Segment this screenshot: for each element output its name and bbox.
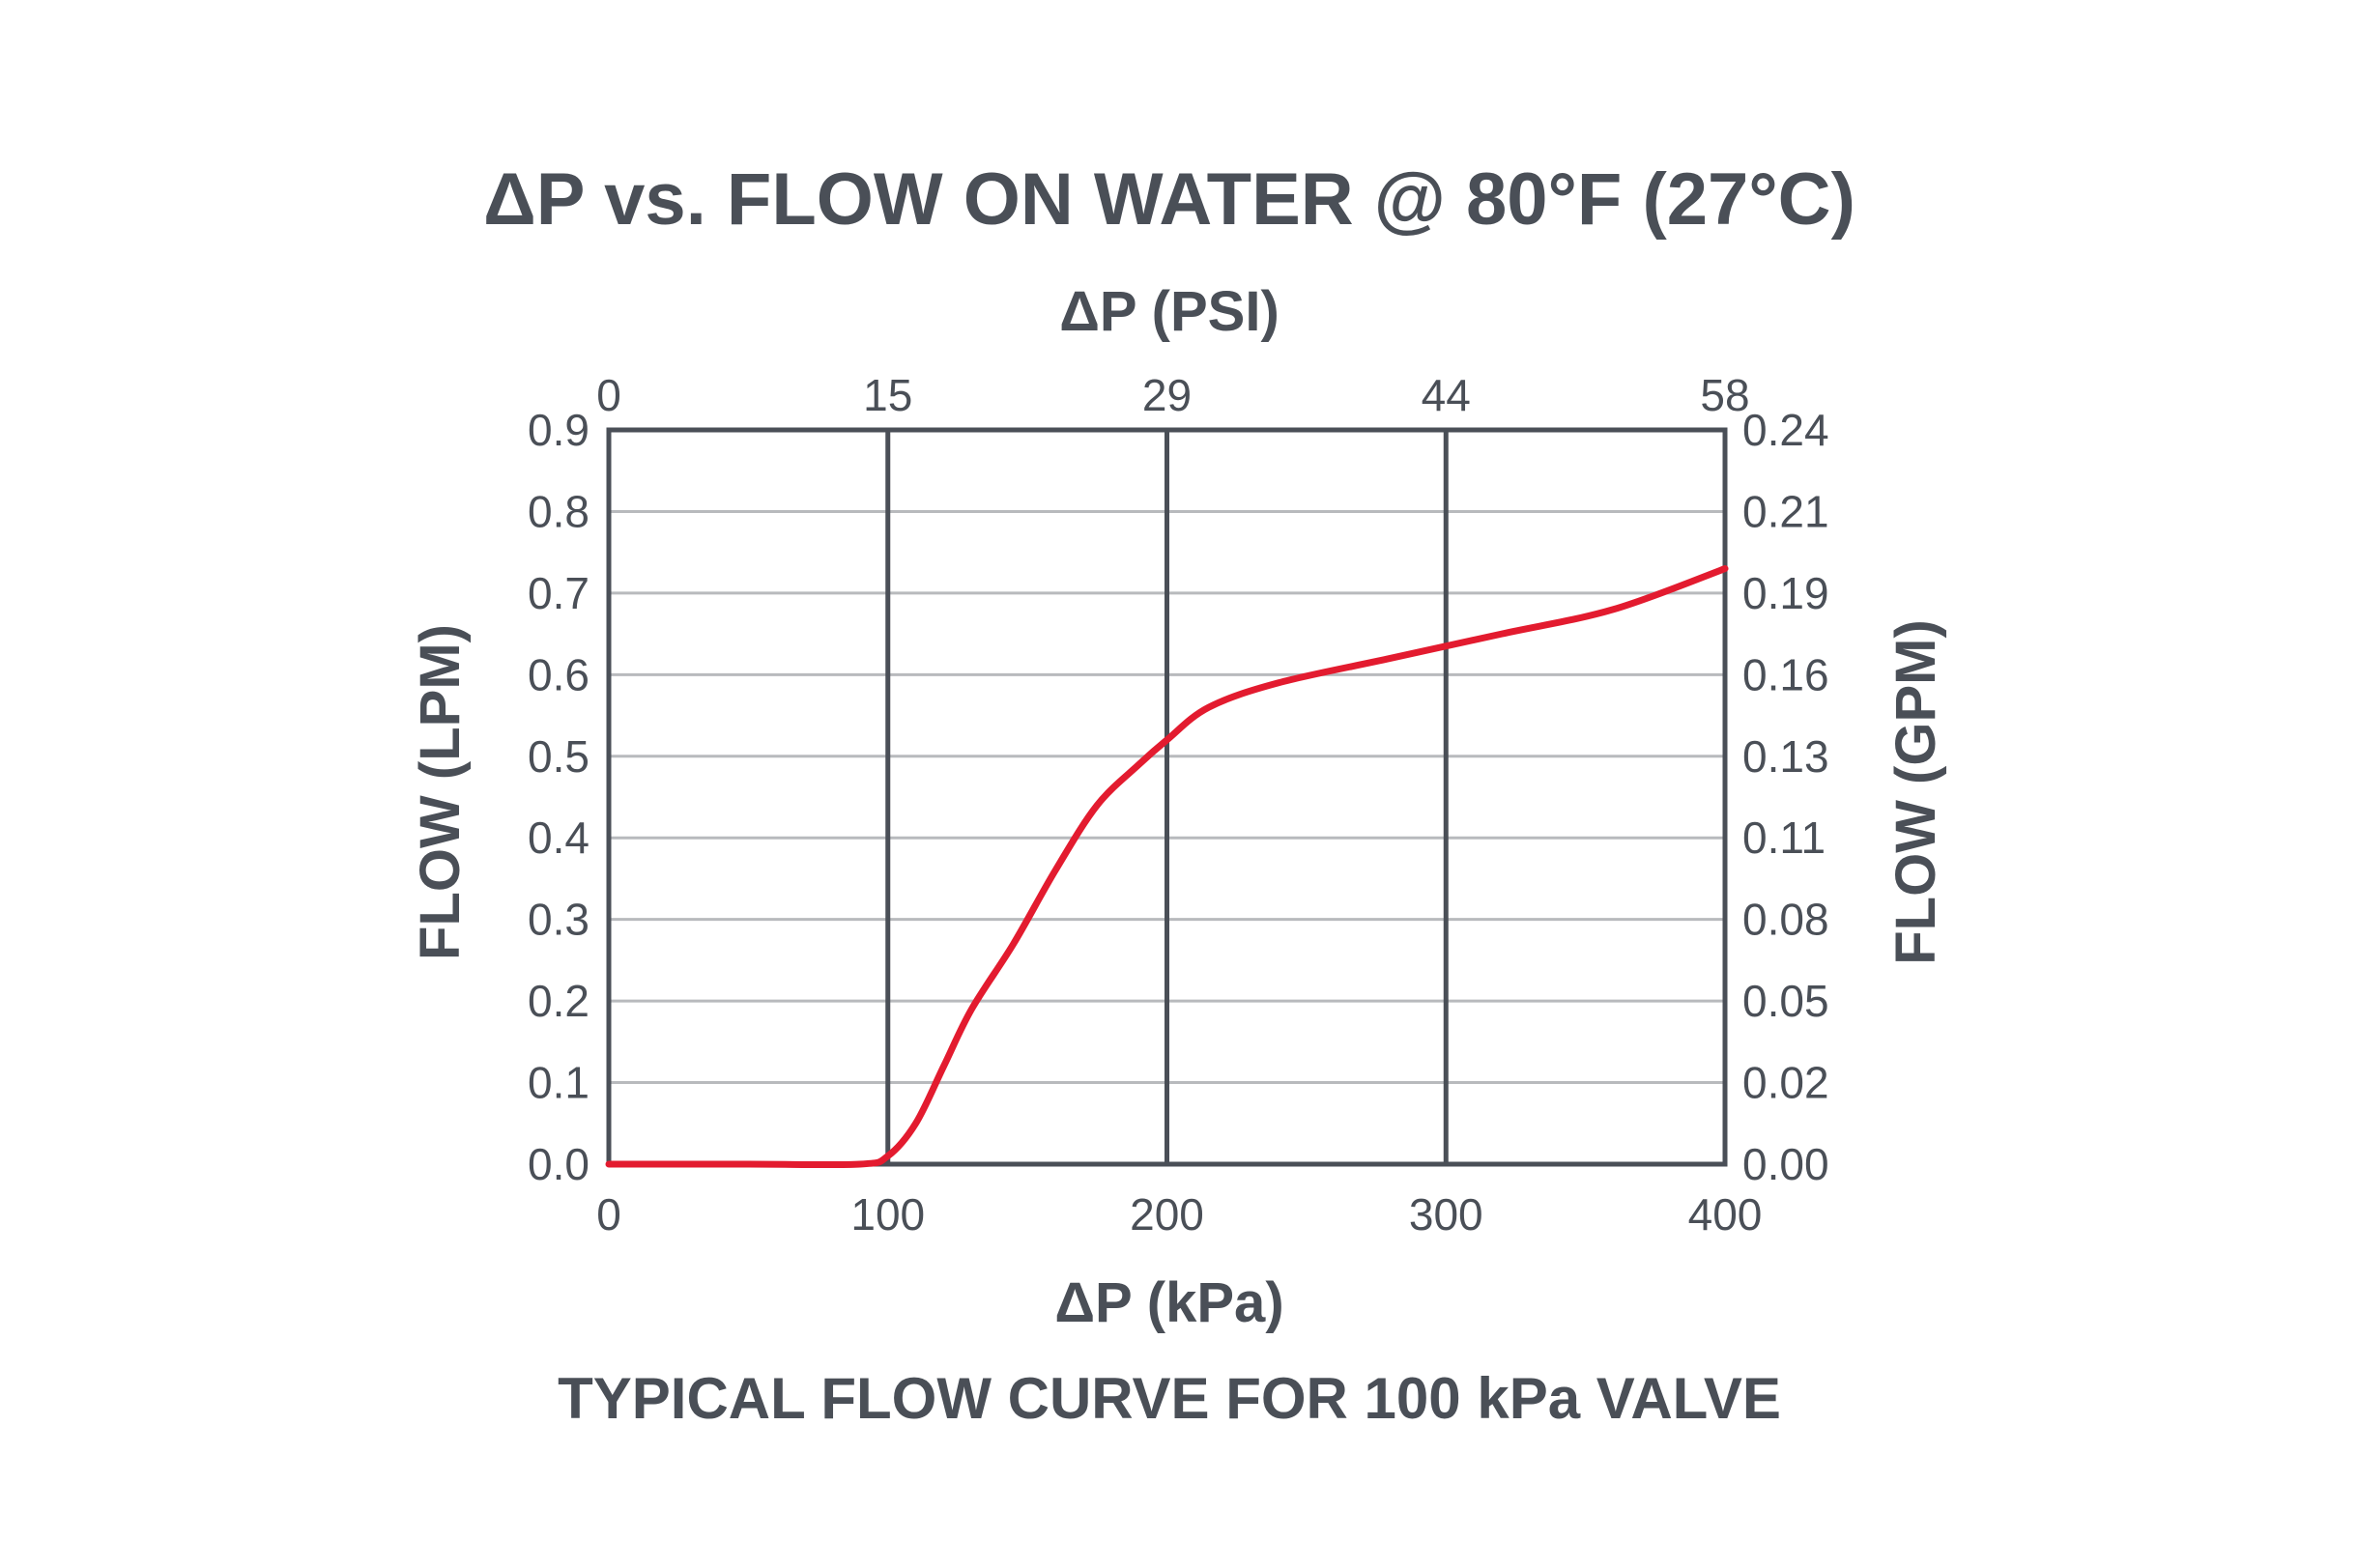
- y2-tick-label: 0.08: [1742, 895, 1829, 945]
- series-lines: [605, 565, 1729, 1169]
- plot-border: [606, 427, 1728, 1167]
- y2-axis-title: FLOW (GPM): [1884, 619, 1947, 965]
- x-tick-label: 100: [850, 1189, 925, 1240]
- x2-tick-label: 0: [596, 370, 621, 420]
- x2-tick-label: 29: [1142, 370, 1192, 420]
- x-tick-label: 200: [1130, 1189, 1204, 1240]
- x-tick-label: 300: [1409, 1189, 1483, 1240]
- x-axis-title: ΔP (kPa): [1054, 1271, 1283, 1334]
- y-tick-label: 0.8: [528, 486, 590, 536]
- plot-frame: [606, 427, 1728, 1167]
- chart-title: ΔP vs. FLOW ON WATER @ 80°F (27°C): [483, 158, 1855, 241]
- y-tick-label: 0.5: [528, 731, 590, 782]
- y-axis-title: FLOW (LPM): [409, 624, 472, 960]
- y-tick-label: 0.3: [528, 895, 590, 945]
- y-tick-label: 0.9: [528, 405, 590, 455]
- y-tick-label: 0.4: [528, 813, 590, 863]
- y-tick-label: 0.0: [528, 1139, 590, 1189]
- y-tick-label: 0.7: [528, 568, 590, 618]
- y2-tick-label: 0.13: [1742, 731, 1829, 782]
- y-tick-label: 0.2: [528, 976, 590, 1026]
- x2-tick-label: 58: [1700, 370, 1749, 420]
- x-tick-label: 0: [596, 1189, 621, 1240]
- y2-tick-label: 0.16: [1742, 649, 1829, 699]
- y2-tick-label: 0.24: [1742, 405, 1829, 455]
- x2-tick-label: 15: [863, 370, 912, 420]
- chart-caption: TYPICAL FLOW CURVE FOR 100 kPa VALVE: [558, 1366, 1781, 1431]
- y-tick-label: 0.1: [528, 1058, 590, 1108]
- y2-tick-label: 0.21: [1742, 486, 1829, 536]
- x2-tick-label: 44: [1422, 370, 1471, 420]
- y2-tick-label: 0.02: [1742, 1058, 1829, 1108]
- y2-tick-label: 0.19: [1742, 568, 1829, 618]
- x2-axis-title: ΔP (PSI): [1059, 280, 1280, 343]
- y2-tick-label: 0.00: [1742, 1139, 1829, 1189]
- x-tick-label: 400: [1688, 1189, 1763, 1240]
- tick-labels: 0 100 200 300 400 0 15 29 44 58 0.0 0.1 0.2 0.3 0.4 0.5…: [528, 370, 1828, 1240]
- grid-lines: [609, 430, 1725, 1164]
- flow-series-line: [605, 565, 1729, 1169]
- y2-tick-label: 0.05: [1742, 976, 1829, 1026]
- y2-tick-label: 0.11: [1742, 813, 1826, 863]
- y-tick-label: 0.6: [528, 649, 590, 699]
